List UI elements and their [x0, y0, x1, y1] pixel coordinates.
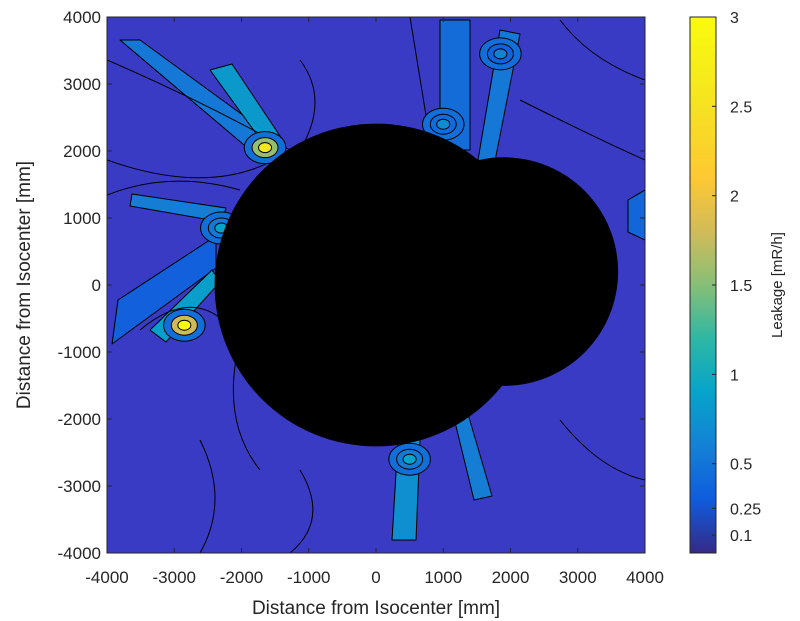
contour-line: [519, 99, 645, 161]
x-tick-label: 2000: [492, 568, 530, 587]
contour-line: [493, 48, 508, 60]
colorbar-tick-label: 2.5: [730, 99, 752, 116]
leakage-streak: [120, 40, 270, 150]
colorbar-tick-label: 1: [730, 367, 739, 384]
contour-line: [559, 419, 645, 481]
y-axis-title: Distance from Isocenter [mm]: [14, 161, 35, 409]
colorbar-tick-label: 0.5: [730, 457, 752, 474]
y-tick-label: -2000: [58, 410, 101, 429]
colorbar: 0.1 0.25 0.5 1 1.5 2 2.5 3 Leakage [mR/h]: [689, 10, 786, 554]
contour-line: [479, 37, 522, 71]
colorbar-tick-label: 3: [730, 10, 739, 27]
contour-line: [243, 131, 287, 165]
y-tick-label: 3000: [63, 75, 101, 94]
x-axis-title: Distance from Isocenter [mm]: [252, 598, 500, 619]
leakage-field: [107, 17, 645, 553]
contour-line: [177, 319, 192, 331]
colorbar-gradient: [690, 17, 716, 553]
leakage-streak: [628, 190, 645, 240]
y-tick-label: 2000: [63, 142, 101, 161]
leakage-streak: [130, 194, 226, 222]
contour-line: [486, 43, 514, 65]
contour-line: [299, 59, 316, 151]
contour-line: [559, 19, 645, 81]
hotspot: [436, 119, 450, 130]
hotspot: [403, 454, 417, 465]
x-tick-label: 0: [371, 568, 380, 587]
x-tick-label: 3000: [559, 568, 597, 587]
y-tick-label: 0: [92, 276, 101, 295]
colorbar-tick-label: 0.1: [730, 528, 752, 545]
y-tick-label: -1000: [58, 343, 101, 362]
contour-line: [251, 137, 279, 159]
contour-line: [170, 314, 198, 336]
leakage-streak: [210, 64, 284, 150]
leakage-streak: [454, 414, 492, 500]
contour-line: [163, 308, 206, 342]
y-axis: -4000 -3000 -2000 -1000 0 1000 2000 3000 4000: [58, 8, 645, 563]
x-tick-label: -4000: [85, 568, 128, 587]
colorbar-tick-label: 0.25: [730, 501, 761, 518]
colorbar-title: Leakage [mR/h]: [769, 232, 786, 338]
y-tick-label: 1000: [63, 209, 101, 228]
hotspot: [493, 48, 507, 59]
leakage-streak: [112, 236, 216, 344]
contour-line: [436, 118, 451, 130]
masked-circle: [389, 157, 619, 386]
hotspot: [258, 142, 272, 153]
x-tick-label: 4000: [626, 568, 664, 587]
colorbar-tick-label: 2: [730, 189, 739, 206]
masked-region: [214, 123, 619, 447]
colorbar-ticks: 0.1 0.25 0.5 1 1.5 2 2.5 3: [712, 10, 761, 545]
hotspot: [177, 320, 191, 331]
y-tick-label: 4000: [63, 8, 101, 27]
contour-line: [258, 142, 273, 154]
x-tick-label: 1000: [424, 568, 462, 587]
contour-line: [107, 180, 241, 196]
plot-area: [106, 16, 646, 554]
x-tick-label: -2000: [220, 568, 263, 587]
contour-line: [402, 453, 417, 465]
contour-line: [396, 448, 424, 470]
x-tick-label: -1000: [287, 568, 330, 587]
contour-line: [111, 235, 217, 345]
y-tick-label: -3000: [58, 477, 101, 496]
y-tick-label: -4000: [58, 544, 101, 563]
contour-line: [429, 113, 457, 135]
x-axis: -4000 -3000 -2000 -1000 0 1000 2000 3000 4000: [85, 17, 664, 587]
contour-line: [388, 442, 431, 476]
contour-line: [627, 189, 645, 241]
contour-line: [289, 469, 314, 553]
contour-line: [199, 439, 216, 553]
x-tick-label: -3000: [153, 568, 196, 587]
colorbar-tick-label: 1.5: [730, 278, 752, 295]
